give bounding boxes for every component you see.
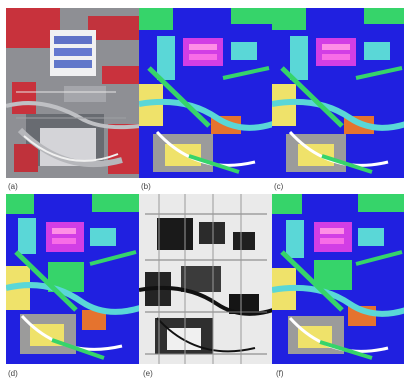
caption-d: (d) [8,369,18,378]
panel-b-image [139,8,273,178]
panel-d-image [6,194,140,364]
caption-a: (a) [8,182,18,191]
grayscale-feature-map [139,194,273,364]
panel-a-image [6,8,140,178]
panel-f-image [272,194,404,364]
panel-c-image [272,8,404,178]
classification-map-f [272,194,404,364]
panel-e-image [139,194,273,364]
caption-f: (f) [276,369,284,378]
false-color-image [6,8,140,178]
classification-map-d [6,194,140,364]
caption-b: (b) [141,182,151,191]
caption-c: (c) [274,182,284,191]
caption-e: (e) [143,369,153,378]
classification-map-b [139,8,273,178]
classification-map-c [272,8,404,178]
